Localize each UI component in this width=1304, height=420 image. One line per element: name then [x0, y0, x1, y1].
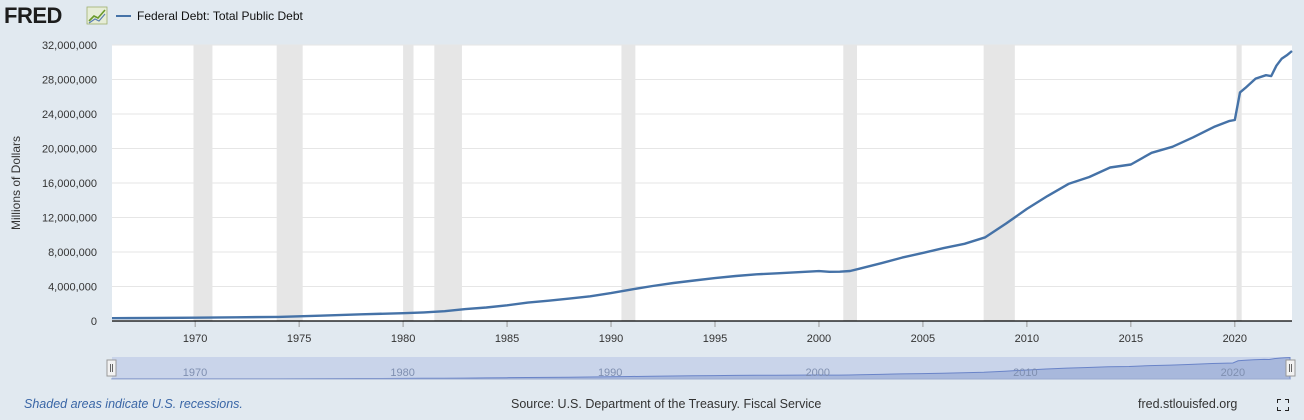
source-note: Source: U.S. Department of the Treasury.…: [511, 397, 822, 411]
logo-text: FRED: [4, 3, 62, 28]
y-tick-label: 32,000,000: [42, 40, 97, 52]
x-tick-label: 2010: [1015, 333, 1039, 345]
y-tick-label: 20,000,000: [42, 144, 97, 156]
legend[interactable]: Federal Debt: Total Public Debt: [116, 9, 304, 23]
gridlines: [112, 44, 1292, 287]
navigator-series-area: [111, 356, 1291, 380]
navigator[interactable]: 1970 1980 1990 2000 2010 2020: [106, 356, 1296, 380]
y-tick-label: 12,000,000: [42, 213, 97, 225]
y-tick-label: 16,000,000: [42, 178, 97, 190]
x-tick-label: 1995: [703, 333, 727, 345]
navigator-handle-right[interactable]: [1285, 359, 1296, 377]
navigator-label: 1970: [183, 367, 207, 379]
x-tick-label: 1985: [495, 333, 519, 345]
x-tick-label: 1970: [183, 333, 207, 345]
y-tick-label: 24,000,000: [42, 109, 97, 121]
site-link[interactable]: fred.stlouisfed.org: [1138, 397, 1238, 411]
chart-line-icon: [86, 6, 108, 25]
x-tick-label: 1980: [391, 333, 415, 345]
series-line-total-public-debt[interactable]: [111, 50, 1293, 320]
y-axis: 0 4,000,000 8,000,000 12,000,000 16,000,000 2…: [42, 40, 97, 328]
x-axis: 1970 1975 1980 1985 1990 1995 2000 2005 2010 2015…: [183, 321, 1247, 345]
fred-logo[interactable]: FRED: [4, 3, 108, 28]
x-tick-label: 2005: [911, 333, 935, 345]
y-tick-label: 8,000,000: [48, 247, 97, 259]
x-tick-label: 2000: [807, 333, 831, 345]
legend-label: Federal Debt: Total Public Debt: [137, 9, 304, 23]
recession-note: Shaded areas indicate U.S. recessions.: [24, 397, 243, 411]
fullscreen-icon[interactable]: [1277, 399, 1289, 411]
navigator-handle-left[interactable]: [106, 359, 117, 377]
navigator-label: 1990: [598, 367, 622, 379]
y-tick-label: 0: [91, 316, 97, 328]
navigator-label: 2020: [1221, 367, 1245, 379]
navigator-labels: 1970 1980 1990 2000 2010 2020: [183, 367, 1245, 379]
navigator-label: 2010: [1013, 367, 1037, 379]
y-axis-label: Millions of Dollars: [9, 136, 23, 230]
x-tick-label: 1990: [599, 333, 623, 345]
navigator-label: 2000: [806, 367, 830, 379]
x-tick-label: 2020: [1223, 333, 1247, 345]
y-tick-label: 4,000,000: [48, 282, 97, 294]
x-tick-label: 2015: [1119, 333, 1143, 345]
y-tick-label: 28,000,000: [42, 75, 97, 87]
navigator-label: 1980: [390, 367, 414, 379]
x-tick-label: 1975: [287, 333, 311, 345]
